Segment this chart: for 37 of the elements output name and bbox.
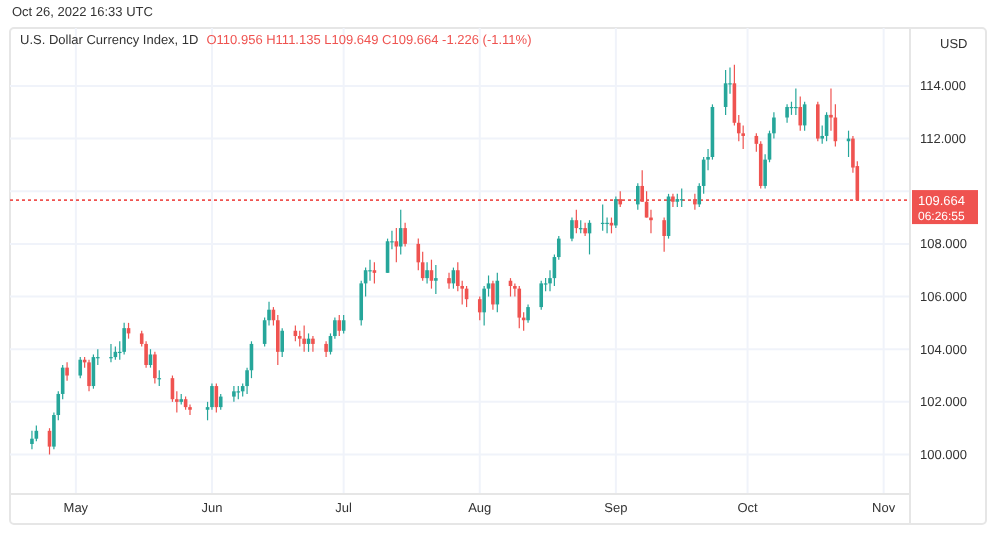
- candlestick: [434, 264, 438, 295]
- candlestick: [188, 403, 192, 416]
- candlestick: [425, 261, 429, 284]
- candlestick: [679, 188, 684, 208]
- candlestick: [394, 227, 399, 263]
- candlestick: [758, 140, 763, 190]
- candlestick: [78, 356, 83, 379]
- candlestick: [526, 303, 530, 324]
- candlestick: [280, 327, 284, 358]
- candlestick: [447, 272, 451, 290]
- candlestick: [337, 314, 342, 337]
- candlestick: [153, 351, 157, 385]
- candlestick: [614, 195, 618, 229]
- candlestick: [798, 95, 803, 132]
- candlestick: [403, 222, 407, 248]
- candlestick: [794, 87, 798, 116]
- candlestick: [65, 361, 69, 382]
- candlestick: [311, 335, 315, 353]
- candlestick: [122, 322, 126, 356]
- candlestick: [583, 222, 587, 237]
- candlestick: [785, 103, 789, 124]
- candlestick: [232, 385, 236, 403]
- candlestick: [276, 314, 280, 366]
- candlestick: [398, 209, 403, 256]
- candlestick: [87, 359, 91, 392]
- candlestick: [30, 430, 34, 450]
- candlestick: [109, 343, 113, 363]
- candlestick: [816, 101, 820, 142]
- candlestick: [539, 280, 544, 311]
- candlestick: [302, 324, 306, 353]
- candlestick: [372, 261, 377, 284]
- candlestick: [570, 216, 574, 242]
- candlestick: [491, 280, 495, 311]
- candlestick: [636, 182, 640, 211]
- candlestick: [477, 295, 482, 321]
- candlestick: [662, 216, 666, 253]
- candlestick: [517, 285, 522, 329]
